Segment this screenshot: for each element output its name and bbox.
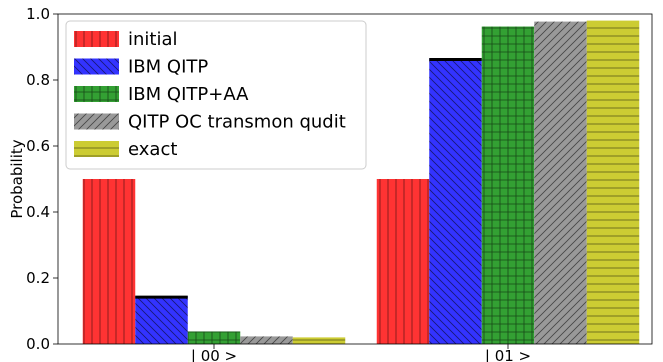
bar-initial-1 [376, 179, 430, 344]
legend-label: initial [128, 29, 178, 50]
bar-qitp-oc-transmon-qudit-1 [534, 21, 587, 345]
y-tick-label: 0.0 [26, 335, 50, 353]
legend: initial IBM QITP IBM QITP+AA QITP OC transm… [65, 20, 367, 170]
bar-exact-0 [292, 337, 346, 344]
legend-label: QITP OC transmon qudit [128, 112, 346, 133]
x-tick-label: | 00 > [191, 347, 237, 362]
x-axis: | 00 > | 01 > [191, 344, 531, 362]
bar-qitp-oc-transmon-qudit-0 [240, 336, 293, 344]
bar-ibm-qitp-aa-1 [481, 26, 535, 344]
y-tick-label: 0.6 [26, 137, 50, 155]
y-tick-label: 0.2 [26, 269, 50, 287]
bar-ibm-qitp-aa-0 [187, 331, 241, 344]
y-tick-label: 0.4 [26, 203, 50, 221]
legend-swatch [74, 113, 119, 130]
bar-ibm-qitp-1 [429, 58, 482, 345]
legend-swatch [74, 141, 119, 157]
bar-initial-0 [82, 179, 136, 344]
legend-swatch [74, 86, 119, 102]
legend-frame [65, 20, 367, 170]
plot-frame [57, 13, 653, 345]
legend-label: exact [128, 139, 177, 160]
bars-layer [82, 20, 640, 345]
y-axis-title: Probability [8, 139, 26, 218]
y-tick-label: 0.8 [26, 71, 50, 89]
bar-exact-1 [586, 20, 640, 344]
y-axis: 0.0 0.2 0.4 0.6 0.8 1.0 [26, 5, 58, 353]
legend-swatch [74, 58, 119, 75]
bar-ibm-qitp-0 [135, 296, 188, 344]
legend-swatch [74, 31, 119, 47]
x-tick-label: | 01 > [485, 347, 531, 362]
legend-label: IBM QITP [128, 57, 208, 78]
legend-label: IBM QITP+AA [128, 84, 249, 105]
y-tick-label: 1.0 [26, 5, 50, 23]
